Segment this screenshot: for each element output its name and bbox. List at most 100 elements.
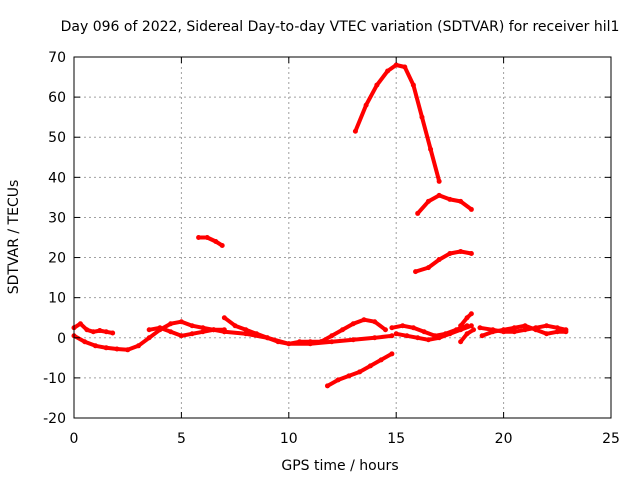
data-point bbox=[533, 327, 539, 333]
data-point bbox=[90, 329, 96, 335]
data-point bbox=[243, 327, 249, 333]
y-tick-label: 10 bbox=[48, 291, 66, 307]
data-point bbox=[522, 323, 528, 329]
y-tick-label: 20 bbox=[48, 251, 66, 267]
y-tick-label: 0 bbox=[57, 331, 66, 347]
data-point bbox=[458, 249, 464, 255]
data-point bbox=[361, 317, 367, 323]
data-point bbox=[335, 377, 341, 383]
chart-title: Day 096 of 2022, Sidereal Day-to-day VTE… bbox=[61, 19, 620, 35]
data-point bbox=[421, 329, 427, 335]
data-point bbox=[286, 341, 292, 347]
x-tick-label: 20 bbox=[495, 431, 513, 447]
data-point bbox=[232, 323, 238, 329]
data-point bbox=[544, 331, 550, 337]
data-point bbox=[393, 62, 399, 68]
data-point bbox=[436, 192, 442, 198]
data-point bbox=[318, 339, 324, 345]
data-point bbox=[221, 315, 227, 321]
data-point bbox=[413, 269, 419, 275]
y-tick-label: 50 bbox=[48, 130, 66, 146]
x-tick-label: 15 bbox=[387, 431, 405, 447]
data-point bbox=[447, 251, 453, 257]
data-point bbox=[464, 315, 470, 321]
data-point bbox=[329, 339, 335, 345]
data-point bbox=[458, 198, 464, 204]
data-point bbox=[410, 82, 416, 88]
data-point bbox=[189, 323, 195, 329]
data-point bbox=[367, 363, 373, 369]
data-point bbox=[213, 239, 219, 245]
data-point bbox=[468, 311, 474, 317]
data-point bbox=[178, 319, 184, 325]
x-axis-label: GPS time / hours bbox=[281, 458, 398, 474]
data-point bbox=[563, 329, 569, 335]
y-tick-label: -20 bbox=[43, 411, 66, 427]
data-point bbox=[428, 146, 434, 152]
y-tick-label: 40 bbox=[48, 170, 66, 186]
data-point bbox=[189, 331, 195, 337]
y-tick-label: 60 bbox=[48, 90, 66, 106]
plot-frame bbox=[73, 56, 612, 419]
data-point bbox=[468, 251, 474, 257]
data-point bbox=[511, 325, 517, 331]
data-point bbox=[490, 329, 496, 335]
data-point bbox=[404, 333, 410, 339]
data-point bbox=[479, 333, 485, 339]
data-point bbox=[419, 114, 425, 120]
data-point bbox=[425, 337, 431, 343]
data-point bbox=[200, 329, 206, 335]
data-point bbox=[501, 327, 507, 333]
data-point bbox=[554, 329, 560, 335]
data-point bbox=[264, 335, 270, 341]
data-arc bbox=[196, 235, 225, 248]
data-series bbox=[71, 62, 569, 389]
data-point bbox=[389, 325, 395, 331]
data-point bbox=[168, 329, 174, 335]
data-point bbox=[436, 257, 442, 263]
data-point bbox=[243, 331, 249, 337]
data-point bbox=[374, 82, 380, 88]
data-point bbox=[458, 327, 464, 333]
data-arc bbox=[415, 193, 474, 216]
data-point bbox=[410, 325, 416, 331]
data-point bbox=[82, 339, 88, 345]
data-point bbox=[135, 343, 141, 349]
data-point bbox=[352, 128, 358, 134]
x-tick-label: 10 bbox=[280, 431, 298, 447]
x-tick-label: 0 bbox=[70, 431, 79, 447]
y-axis-label: SDTVAR / TECUs bbox=[6, 180, 22, 295]
data-point bbox=[357, 369, 363, 375]
data-point bbox=[114, 346, 120, 352]
data-point bbox=[402, 64, 408, 70]
data-point bbox=[97, 328, 103, 334]
data-point bbox=[324, 383, 330, 389]
data-point bbox=[340, 327, 345, 333]
data-point bbox=[157, 325, 163, 331]
data-point bbox=[350, 321, 356, 327]
x-tick-label: 25 bbox=[602, 431, 620, 447]
data-point bbox=[471, 327, 477, 333]
data-point bbox=[307, 341, 313, 347]
data-point bbox=[400, 323, 406, 329]
data-point bbox=[372, 335, 378, 341]
data-point bbox=[393, 331, 399, 337]
x-tick-label: 5 bbox=[177, 431, 186, 447]
data-point bbox=[447, 196, 453, 202]
data-point bbox=[511, 329, 517, 335]
data-point bbox=[77, 321, 83, 327]
data-point bbox=[436, 178, 442, 184]
data-point bbox=[92, 343, 98, 349]
data-point bbox=[125, 347, 131, 353]
data-point bbox=[522, 327, 528, 333]
data-point bbox=[329, 333, 335, 339]
data-point bbox=[363, 102, 369, 108]
data-point bbox=[178, 333, 184, 339]
data-point bbox=[103, 345, 109, 351]
data-point bbox=[425, 198, 431, 204]
data-point bbox=[146, 335, 152, 341]
data-point bbox=[146, 327, 152, 333]
data-point bbox=[204, 235, 210, 240]
data-point bbox=[415, 335, 421, 341]
